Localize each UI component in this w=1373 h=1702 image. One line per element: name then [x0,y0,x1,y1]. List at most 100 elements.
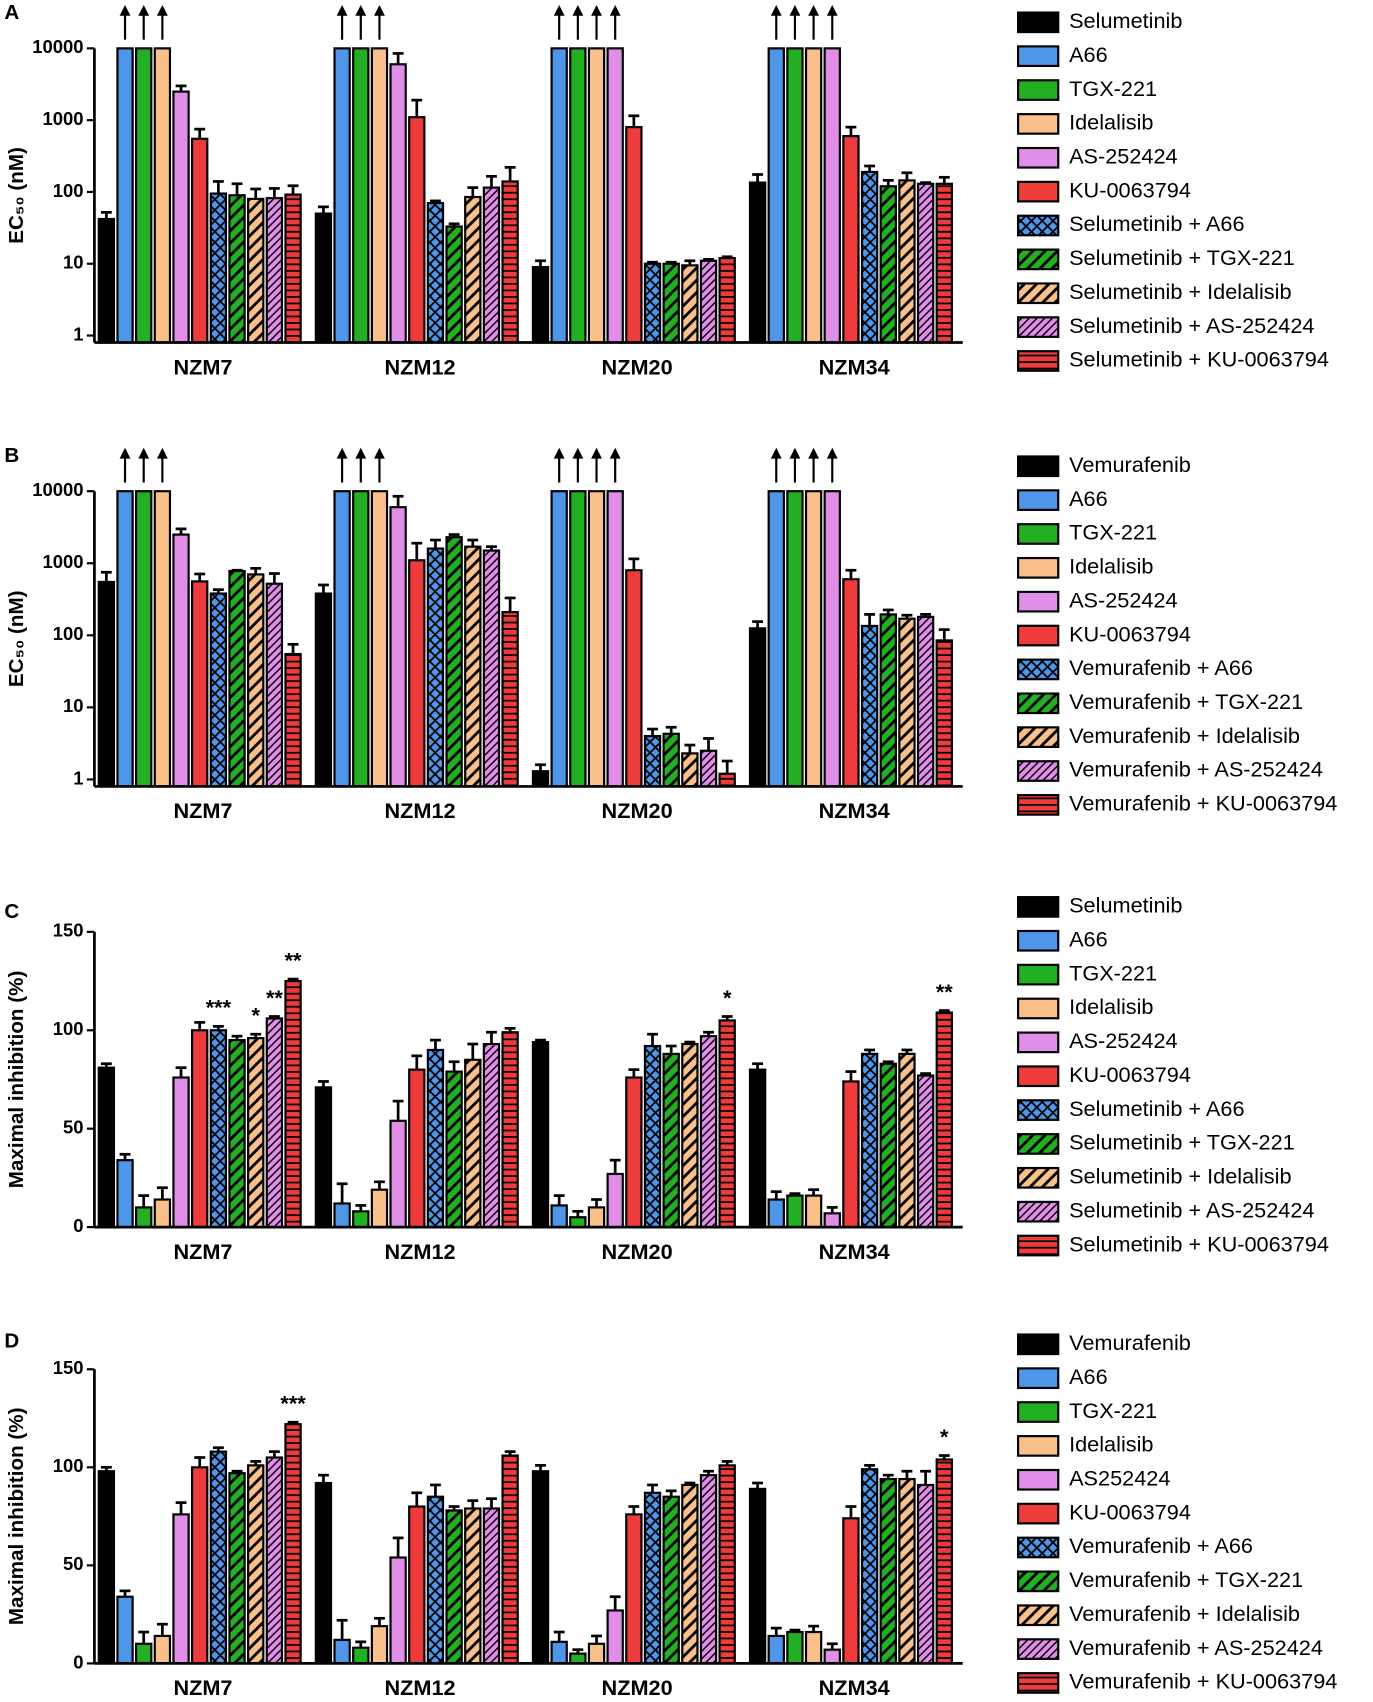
legend-swatch [1016,146,1060,169]
bar [748,1068,767,1229]
bar [550,47,568,344]
arrow-head [789,447,801,459]
error-bar [535,763,546,772]
arrow [789,4,801,40]
bar [898,179,916,344]
bar [842,1080,860,1229]
y-tick-label: 1 [73,323,83,344]
arrow [553,447,565,483]
error-bar [156,1186,168,1200]
bar [284,1423,302,1665]
bar [587,47,606,344]
y-tick-label: 50 [63,1117,84,1138]
legend-swatch [1016,1435,1060,1457]
error-bar [100,210,112,220]
error-bar [467,538,479,547]
error-bar [752,173,764,183]
error-bar [647,1483,658,1493]
error-bar [392,52,404,65]
error-bar [938,1009,950,1013]
bar [842,578,860,788]
legend-label: Selumetinib + KU-0063794 [1069,1231,1329,1256]
bar [445,1070,463,1229]
bar [531,1040,550,1229]
legend-label: Selumetinib + A66 [1069,211,1244,236]
bar [284,193,302,344]
error-bar [175,84,187,92]
arrow [374,447,385,483]
legend-swatch [1016,896,1060,918]
arrow-head [770,4,782,16]
error-bar [665,1489,677,1497]
y-axis-label: Maximal inhibition (%) [5,971,28,1189]
error-bar [100,570,112,582]
bar [265,1017,284,1229]
legend-swatch [1016,963,1060,986]
bar [804,47,823,344]
bar [662,1052,680,1229]
legend-label: Vemurafenib + AS-252424 [1069,757,1323,782]
bar [265,582,284,788]
error-bar [448,222,460,227]
bar [501,1454,519,1665]
legend-swatch [1016,590,1060,613]
bar [804,1194,823,1229]
arrow [355,4,367,40]
arrow [609,447,621,483]
bar [718,772,736,788]
error-bar [194,572,206,582]
y-tick-label: 150 [53,1357,84,1378]
arrow-head [789,4,801,16]
error-bar [448,533,460,538]
x-tick-label: NZM12 [384,1239,455,1264]
error-bar [467,186,479,198]
panel-letter: A [4,1,19,24]
x-tick-label: NZM20 [602,354,673,379]
error-bar [721,1460,733,1466]
bar [786,1194,804,1229]
error-bar [231,568,243,572]
y-axis-label: EC₅₀ (nM) [5,147,28,244]
error-bar [808,1188,820,1196]
error-bar [318,583,329,594]
bar [314,212,333,344]
error-bar [231,1469,243,1474]
error-bar [268,1015,280,1019]
bar [681,752,699,788]
arrow-head [609,4,621,16]
error-bar [250,1032,262,1039]
legend-label: KU-0063794 [1069,1062,1191,1087]
bar [97,217,116,344]
legend-swatch [1016,624,1060,647]
error-bar [430,1038,441,1050]
bar [916,1074,935,1229]
error-bar [430,1483,441,1497]
error-bar [392,494,404,508]
error-bar [504,1026,516,1033]
error-bar [628,557,640,571]
y-axis-label: Maximal inhibition (%) [5,1408,28,1626]
arrow [770,4,782,40]
error-bar [901,171,913,181]
error-bar [864,1048,876,1054]
bar [426,201,445,344]
bar [314,1086,333,1229]
bar [352,490,370,788]
bar [314,592,333,788]
legend-swatch [1016,1401,1060,1423]
legend-label: Vemurafenib + Idelalisib [1069,723,1300,748]
arrow [609,4,621,40]
legend-label: Idelalisib [1069,110,1153,135]
legend-swatch [1016,1536,1060,1559]
legend-label: Vemurafenib + KU-0063794 [1069,1669,1337,1694]
arrow [789,447,801,483]
y-tick-label: 0 [73,1215,83,1236]
y-tick-label: 100 [53,623,84,644]
bar [625,1513,643,1665]
legend-label: Vemurafenib + AS-252424 [1069,1635,1323,1660]
y-tick-label: 100 [53,1455,84,1476]
significance: ** [936,979,953,1004]
x-tick-label: NZM7 [173,1239,232,1264]
arrow-head [119,447,131,459]
